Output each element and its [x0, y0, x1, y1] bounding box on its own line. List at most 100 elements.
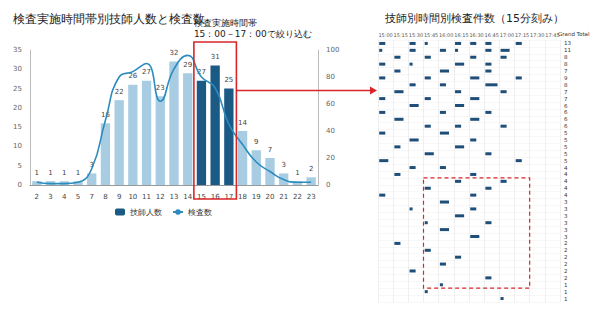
svg-text:9: 9 — [254, 138, 258, 146]
svg-text:11: 11 — [564, 47, 571, 53]
svg-text:7: 7 — [564, 68, 568, 74]
svg-text:19: 19 — [252, 193, 261, 201]
svg-text:1: 1 — [35, 169, 39, 177]
svg-text:40: 40 — [326, 127, 335, 135]
svg-text:60: 60 — [326, 100, 335, 108]
svg-text:技師別時間別検査件数（15分刻み）: 技師別時間別検査件数（15分刻み） — [384, 12, 564, 25]
svg-text:17:30: 17:30 — [530, 32, 544, 38]
svg-text:3: 3 — [564, 220, 568, 226]
svg-text:1: 1 — [564, 282, 568, 288]
svg-text:15:45: 15:45 — [424, 32, 438, 38]
svg-text:9: 9 — [117, 193, 121, 201]
svg-text:29: 29 — [183, 61, 192, 69]
svg-text:23: 23 — [307, 193, 316, 201]
svg-text:21: 21 — [279, 193, 288, 201]
svg-text:3: 3 — [564, 227, 568, 233]
svg-text:技師人数: 技師人数 — [129, 208, 162, 217]
svg-text:3: 3 — [564, 213, 568, 219]
svg-text:4: 4 — [564, 185, 568, 191]
svg-text:6: 6 — [564, 123, 568, 129]
svg-text:20: 20 — [326, 154, 335, 162]
svg-text:6: 6 — [564, 116, 568, 122]
svg-text:1: 1 — [564, 296, 568, 302]
svg-text:4: 4 — [564, 171, 568, 177]
svg-text:22: 22 — [293, 193, 302, 201]
svg-text:25: 25 — [13, 85, 22, 93]
svg-text:8: 8 — [564, 61, 568, 67]
svg-text:32: 32 — [170, 49, 179, 57]
svg-text:2: 2 — [564, 240, 568, 246]
svg-text:30: 30 — [13, 65, 22, 73]
svg-text:14: 14 — [238, 119, 247, 127]
svg-text:1: 1 — [295, 169, 299, 177]
svg-text:5: 5 — [564, 158, 568, 164]
svg-text:4: 4 — [564, 192, 568, 198]
svg-text:7: 7 — [564, 89, 568, 95]
svg-text:20: 20 — [13, 104, 22, 112]
svg-text:13: 13 — [170, 193, 179, 201]
svg-text:5: 5 — [564, 144, 568, 150]
svg-text:9: 9 — [564, 75, 568, 81]
svg-text:17:00: 17:00 — [500, 32, 514, 38]
svg-text:22: 22 — [115, 88, 124, 96]
svg-text:8: 8 — [564, 54, 568, 60]
svg-text:5: 5 — [564, 137, 568, 143]
svg-text:27: 27 — [142, 68, 151, 76]
svg-text:Grand Total: Grand Total — [558, 31, 590, 37]
svg-text:20: 20 — [266, 193, 275, 201]
svg-text:16:30: 16:30 — [469, 32, 483, 38]
svg-text:2: 2 — [564, 261, 568, 267]
svg-text:8: 8 — [564, 82, 568, 88]
svg-text:4: 4 — [564, 165, 568, 171]
svg-text:16:45: 16:45 — [485, 32, 499, 38]
svg-text:10: 10 — [13, 142, 22, 150]
svg-text:15:15: 15:15 — [394, 32, 408, 38]
svg-text:5: 5 — [18, 162, 22, 170]
svg-text:検査数: 検査数 — [188, 208, 212, 217]
svg-text:100: 100 — [326, 46, 339, 54]
svg-text:13: 13 — [564, 40, 571, 46]
svg-text:3: 3 — [564, 234, 568, 240]
svg-text:8: 8 — [103, 193, 107, 201]
svg-text:検査実施時間帯: 検査実施時間帯 — [194, 18, 257, 28]
svg-text:12: 12 — [156, 193, 165, 201]
svg-text:23: 23 — [156, 84, 165, 92]
svg-text:3: 3 — [564, 199, 568, 205]
svg-text:4: 4 — [564, 178, 568, 184]
svg-text:3: 3 — [48, 193, 52, 201]
svg-text:14: 14 — [183, 193, 192, 201]
svg-text:2: 2 — [564, 254, 568, 260]
svg-text:2: 2 — [564, 275, 568, 281]
svg-text:17:15: 17:15 — [515, 32, 529, 38]
svg-text:0: 0 — [18, 181, 22, 189]
svg-text:18: 18 — [238, 193, 247, 201]
svg-text:3: 3 — [564, 206, 568, 212]
svg-text:5: 5 — [564, 130, 568, 136]
svg-text:6: 6 — [564, 109, 568, 115]
svg-text:2: 2 — [309, 165, 313, 173]
svg-text:15：00－17：00で絞り込む: 15：00－17：00で絞り込む — [194, 29, 312, 39]
svg-text:16:00: 16:00 — [439, 32, 453, 38]
svg-text:10: 10 — [128, 193, 137, 201]
svg-text:0: 0 — [326, 181, 330, 189]
svg-text:35: 35 — [13, 46, 22, 54]
svg-text:2: 2 — [564, 268, 568, 274]
svg-text:15:00: 15:00 — [378, 32, 392, 38]
svg-text:1: 1 — [564, 289, 568, 295]
svg-text:7: 7 — [89, 193, 93, 201]
svg-text:6: 6 — [564, 103, 568, 109]
svg-text:1: 1 — [48, 169, 52, 177]
svg-text:1: 1 — [76, 169, 80, 177]
svg-text:2: 2 — [35, 193, 39, 201]
svg-text:5: 5 — [76, 193, 80, 201]
svg-text:5: 5 — [564, 151, 568, 157]
svg-text:7: 7 — [268, 146, 272, 154]
svg-text:15:30: 15:30 — [409, 32, 423, 38]
svg-text:25: 25 — [224, 76, 233, 84]
svg-text:4: 4 — [62, 193, 67, 201]
svg-text:80: 80 — [326, 73, 335, 81]
svg-text:3: 3 — [281, 161, 285, 169]
svg-text:検査実施時間帯別技師人数と検査数: 検査実施時間帯別技師人数と検査数 — [13, 12, 205, 26]
svg-text:7: 7 — [564, 96, 568, 102]
svg-text:31: 31 — [211, 53, 220, 61]
